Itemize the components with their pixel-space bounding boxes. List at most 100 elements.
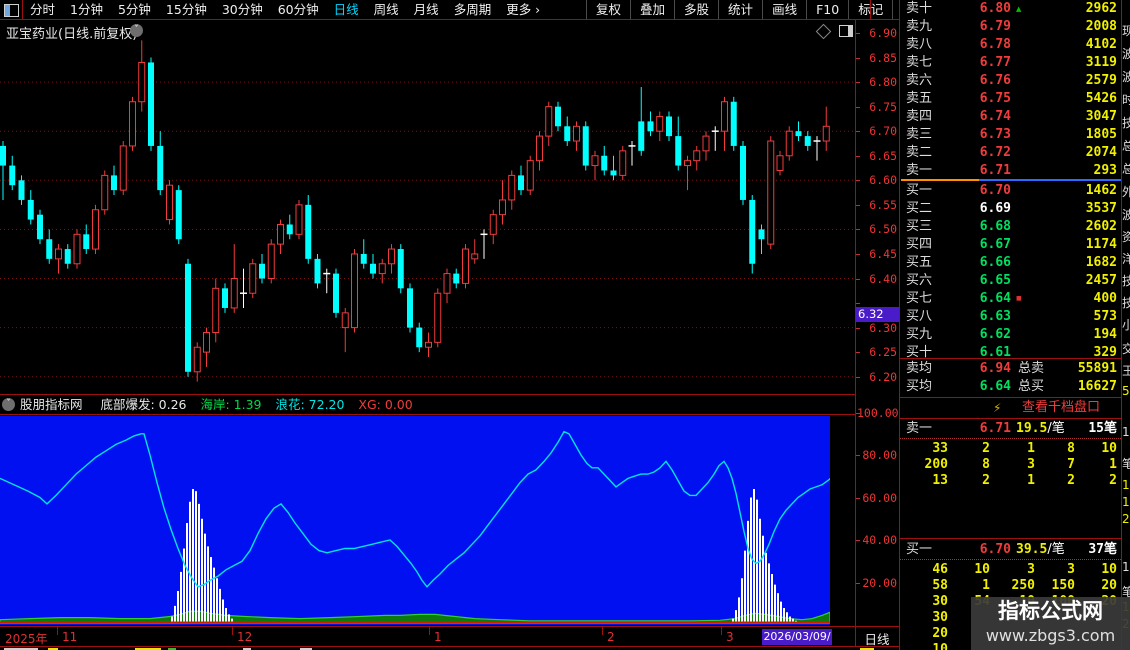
indicator-axis-label: 60.00 xyxy=(862,490,897,505)
level-price[interactable]: 6.68 xyxy=(979,218,1011,234)
price-tick xyxy=(856,180,860,182)
order-book-row-bid-9[interactable]: 买十 6.61 329 xyxy=(900,344,1121,362)
menu-tool-6[interactable]: 标记 xyxy=(848,0,892,19)
tab-period-8[interactable]: 月线 xyxy=(413,2,439,17)
detail-row-buy1-0: 46 10 3 3 10 xyxy=(900,562,1121,577)
order-book-row-bid-3[interactable]: 买四 6.67 1174 xyxy=(900,236,1121,254)
order-book-row-ask-8[interactable]: 卖二 6.72 2074 xyxy=(900,144,1121,162)
level-price[interactable]: 6.71 xyxy=(979,162,1011,178)
order-book-row-ask-2[interactable]: 卖八 6.78 4102 xyxy=(900,36,1121,54)
order-book-row-ask-9[interactable]: 卖一 6.71 293 xyxy=(900,162,1121,180)
level-price[interactable]: 6.65 xyxy=(979,272,1011,288)
level-label: 买六 xyxy=(906,272,933,288)
qiandang-button[interactable]: ⚡ 查看千档盘口 xyxy=(900,399,1121,417)
chart-title: 亚宝药业(日线.前复权) xyxy=(6,27,138,42)
tab-period-4[interactable]: 30分钟 xyxy=(221,2,263,17)
order-book-row-bid-0[interactable]: 买一 6.70 1462 xyxy=(900,182,1121,200)
order-book-row-bid-4[interactable]: 买五 6.66 1682 xyxy=(900,254,1121,272)
level-price[interactable]: 6.80 xyxy=(979,1,1011,16)
tab-period-10[interactable]: 更多 › xyxy=(506,2,541,17)
detail-cell: 200 xyxy=(924,457,948,472)
collapse-icon[interactable]: ˇ xyxy=(2,398,15,411)
price-axis-label: 6.20 xyxy=(869,369,897,384)
clipped-tab-glyph: 2 xyxy=(1122,512,1130,526)
order-book-row-ask-4[interactable]: 卖六 6.76 2579 xyxy=(900,72,1121,90)
level-price[interactable]: 6.61 xyxy=(979,344,1011,360)
price-axis-label: 6.80 xyxy=(869,75,897,90)
indicator-values: 底部爆发: 0.26 海岸: 1.39 浪花: 72.20 XG: 0.00 xyxy=(97,397,423,412)
menu-tool-2[interactable]: 多股 xyxy=(674,0,718,19)
total-label: 总卖 xyxy=(1018,361,1045,376)
tab-period-0[interactable]: 分时 xyxy=(30,2,56,17)
order-book-row-bid-5[interactable]: 买六 6.65 2457 xyxy=(900,272,1121,290)
tab-period-5[interactable]: 60分钟 xyxy=(277,2,319,17)
level-volume: 329 xyxy=(1093,344,1117,360)
tab-period-1[interactable]: 1分钟 xyxy=(70,2,103,17)
tab-period-3[interactable]: 15分钟 xyxy=(165,2,207,17)
order-book-row-ask-5[interactable]: 卖五 6.75 5426 xyxy=(900,90,1121,108)
level-price[interactable]: 6.64 xyxy=(979,290,1011,306)
order-book-row-bid-2[interactable]: 买三 6.68 2602 xyxy=(900,218,1121,236)
level-price[interactable]: 6.79 xyxy=(979,18,1011,34)
level-price[interactable]: 6.67 xyxy=(979,236,1011,252)
level-price[interactable]: 6.66 xyxy=(979,254,1011,270)
tab-period-9[interactable]: 多周期 xyxy=(453,2,492,17)
divider xyxy=(900,418,1121,419)
indicator-panel[interactable] xyxy=(0,416,830,625)
level-price[interactable]: 6.62 xyxy=(979,326,1011,342)
tab-period-7[interactable]: 周线 xyxy=(373,2,399,17)
order-book-row-ask-7[interactable]: 卖三 6.73 1805 xyxy=(900,126,1121,144)
avg-row-0: 卖均 6.94 总卖 55891 xyxy=(900,360,1121,378)
price-tick xyxy=(856,82,860,84)
level-volume: 1682 xyxy=(1085,254,1117,270)
level-price[interactable]: 6.73 xyxy=(979,126,1011,142)
level-price[interactable]: 6.77 xyxy=(979,54,1011,70)
level-label: 买四 xyxy=(906,236,933,252)
order-book-row-ask-3[interactable]: 卖七 6.77 3119 xyxy=(900,54,1121,72)
level-price[interactable]: 6.74 xyxy=(979,108,1011,124)
detail-cell: 2 xyxy=(1109,473,1117,488)
clipped-tab-glyph: 技 xyxy=(1122,116,1130,130)
level-price[interactable]: 6.78 xyxy=(979,36,1011,52)
detail-cell: 3 xyxy=(1027,562,1035,577)
level-volume: 400 xyxy=(1093,290,1117,306)
detail-row-buy1-3: 30 xyxy=(900,610,1121,625)
watermark-title: 指标公式网 xyxy=(998,599,1103,623)
split-view-icon[interactable] xyxy=(839,25,853,37)
candlestick-chart[interactable] xyxy=(0,20,855,393)
level-label: 卖六 xyxy=(906,72,933,88)
order-book-row-bid-7[interactable]: 买八 6.63 573 xyxy=(900,308,1121,326)
menu-tool-0[interactable]: 复权 xyxy=(586,0,630,19)
order-book-row-bid-6[interactable]: 买七 6.64 ■ 400 xyxy=(900,290,1121,308)
up-arrow-icon: ▲ xyxy=(1016,5,1022,13)
level-price[interactable]: 6.69 xyxy=(979,200,1011,216)
order-book-row-ask-1[interactable]: 卖九 6.79 2008 xyxy=(900,18,1121,36)
order-book-row-bid-8[interactable]: 买九 6.62 194 xyxy=(900,326,1121,344)
order-book-row-ask-6[interactable]: 卖四 6.74 3047 xyxy=(900,108,1121,126)
tab-period-6[interactable]: 日线 xyxy=(333,2,359,17)
menu-tool-3[interactable]: 统计 xyxy=(718,0,762,19)
order-book-row-bid-1[interactable]: 买二 6.69 3537 xyxy=(900,200,1121,218)
level-price[interactable]: 6.63 xyxy=(979,308,1011,324)
detail-cell: 46 xyxy=(932,562,948,577)
price-tick xyxy=(856,33,860,34)
level-price[interactable]: 6.70 xyxy=(979,183,1011,198)
level-volume: 5426 xyxy=(1085,90,1117,106)
avg-price: 6.64 xyxy=(979,379,1011,394)
detail-cell: 1 xyxy=(1027,473,1035,488)
chevron-down-icon[interactable]: ˇ xyxy=(130,24,143,37)
level-price[interactable]: 6.76 xyxy=(979,72,1011,88)
window-layout-icon[interactable] xyxy=(4,4,19,17)
menu-tool-1[interactable]: 叠加 xyxy=(630,0,674,19)
level-label: 卖三 xyxy=(906,126,933,142)
detail-cell: 1 xyxy=(1109,457,1117,472)
price-axis-label: 6.25 xyxy=(869,345,897,360)
menu-tool-4[interactable]: 画线 xyxy=(762,0,806,19)
level-price[interactable]: 6.75 xyxy=(979,90,1011,106)
tab-period-2[interactable]: 5分钟 xyxy=(117,2,151,17)
indicator-source[interactable]: 股朋指标网 xyxy=(20,397,83,412)
order-book-row-ask-0[interactable]: 卖十 6.80 ▲ 2962 xyxy=(900,0,1121,18)
level-price[interactable]: 6.72 xyxy=(979,144,1011,160)
menu-tool-5[interactable]: F10 xyxy=(806,0,848,19)
